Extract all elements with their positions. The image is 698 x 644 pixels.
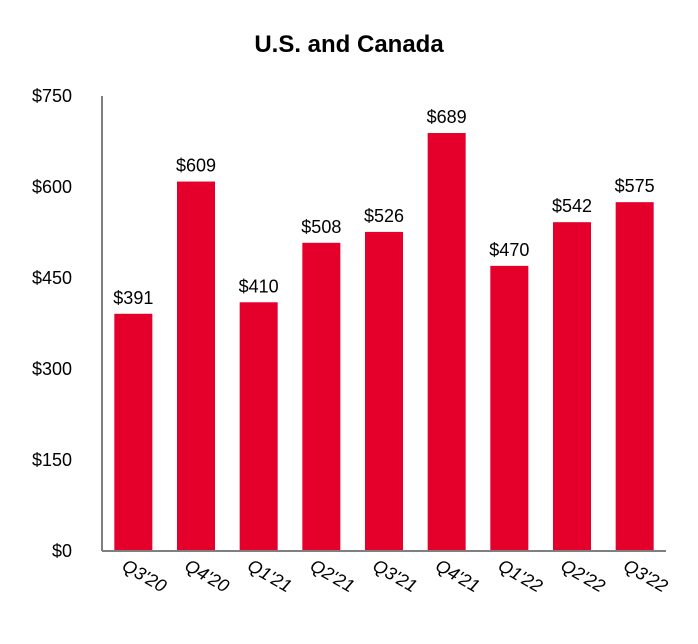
bar <box>365 231 403 552</box>
bar-value-label: $575 <box>615 176 655 196</box>
bar <box>302 242 341 551</box>
bar-value-label: $542 <box>552 196 592 216</box>
bar <box>490 265 529 551</box>
data-labels: $391 $609 $410 $508 $526 $689 $470 $542 $575 <box>113 107 654 308</box>
x-tick-label: Q4'21 <box>432 555 483 596</box>
bar-value-label: $470 <box>489 240 529 260</box>
bar <box>114 313 153 551</box>
y-tick-label: $600 <box>32 177 72 197</box>
bar <box>553 222 591 552</box>
x-tick-label: Q2'21 <box>307 555 358 596</box>
bar-value-label: $410 <box>239 276 279 296</box>
x-tick-label: Q1'22 <box>495 555 546 596</box>
y-tick-label: $0 <box>52 541 72 561</box>
bar-value-label: $391 <box>113 288 153 308</box>
y-axis-ticks: $0 $150 $300 $450 $600 $750 <box>32 86 72 561</box>
bar <box>615 202 654 551</box>
bar-series <box>114 133 654 552</box>
y-tick-label: $450 <box>32 268 72 288</box>
x-tick-label: Q3'21 <box>369 555 420 596</box>
bar <box>239 302 278 551</box>
x-tick-label: Q4'20 <box>181 555 232 596</box>
bar-value-label: $526 <box>364 206 404 226</box>
y-tick-label: $300 <box>32 359 72 379</box>
bar <box>427 133 466 552</box>
bar <box>177 181 215 552</box>
x-tick-label: Q1'21 <box>244 555 295 596</box>
chart-title: U.S. and Canada <box>254 31 444 58</box>
y-tick-label: $750 <box>32 86 72 106</box>
x-axis-ticks: Q3'20 Q4'20 Q1'21 Q2'21 Q3'21 Q4'21 Q1'22 Q2'22… <box>119 555 671 596</box>
y-tick-label: $150 <box>32 450 72 470</box>
x-tick-label: Q3'22 <box>620 555 671 596</box>
bar-value-label: $609 <box>176 156 216 176</box>
x-tick-label: Q2'22 <box>557 555 608 596</box>
bar-value-label: $689 <box>427 107 467 127</box>
bar-value-label: $508 <box>301 217 341 237</box>
x-tick-label: Q3'20 <box>119 555 170 596</box>
